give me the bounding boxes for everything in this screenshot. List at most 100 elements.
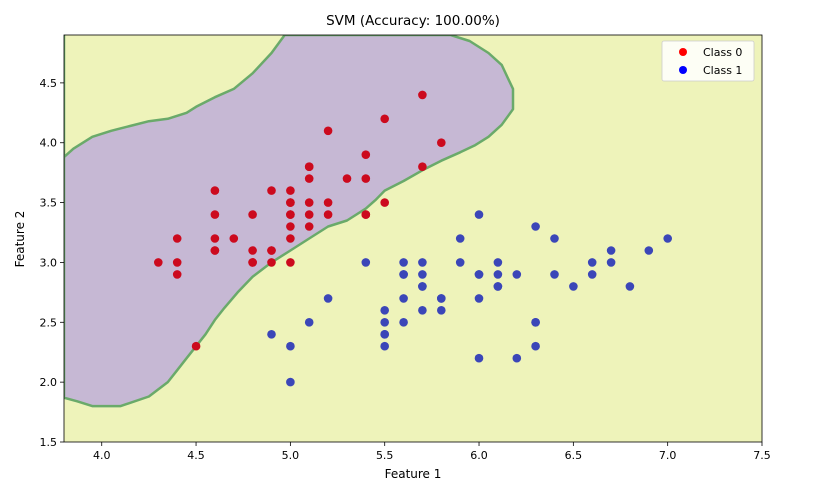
point-class-1: [493, 258, 503, 267]
x-tick-label: 6.5: [565, 449, 583, 462]
point-class-1: [267, 330, 276, 339]
point-class-1: [399, 258, 408, 267]
point-class-1: [587, 270, 597, 279]
point-class-1: [474, 270, 484, 279]
point-class-0: [304, 222, 314, 231]
point-class-0: [304, 162, 314, 171]
chart-title: SVM (Accuracy: 100.00%): [326, 13, 500, 29]
legend-marker-class-0: [679, 48, 687, 56]
point-class-0: [380, 114, 390, 124]
point-class-0: [418, 162, 427, 171]
point-class-0: [286, 258, 295, 267]
x-tick-label: 5.5: [376, 449, 394, 462]
point-class-1: [455, 258, 465, 267]
point-class-1: [531, 318, 540, 327]
point-class-1: [418, 282, 427, 291]
legend: Class 0 Class 1: [661, 40, 755, 82]
point-class-0: [361, 174, 371, 183]
point-class-0: [418, 90, 427, 100]
point-class-1: [663, 234, 672, 243]
point-class-1: [455, 234, 465, 243]
y-axis-ticks: 1.5 2.0 2.5 3.0 3.5 4.0 4.5: [40, 77, 64, 449]
x-axis-ticks: 4.0 4.5 5.0 5.5 6.0 6.5 7.0 7.5: [93, 442, 771, 462]
point-class-0: [210, 246, 220, 255]
point-class-0: [342, 174, 352, 183]
point-class-1: [399, 294, 408, 303]
point-class-1: [512, 270, 522, 279]
point-class-1: [380, 318, 390, 327]
point-class-1: [286, 377, 295, 387]
point-class-0: [323, 210, 333, 219]
point-class-0: [229, 234, 239, 243]
x-tick-label: 7.0: [659, 449, 677, 462]
point-class-1: [418, 258, 427, 267]
point-class-1: [550, 234, 559, 243]
point-class-1: [493, 270, 503, 279]
point-class-0: [286, 210, 295, 219]
point-class-1: [644, 246, 654, 255]
x-axis-label: Feature 1: [385, 467, 442, 481]
plot-frame: [63, 34, 763, 443]
point-class-0: [286, 186, 295, 195]
point-class-1: [304, 318, 314, 327]
point-class-1: [587, 258, 597, 267]
point-class-1: [399, 270, 408, 279]
point-class-0: [304, 210, 314, 219]
point-class-1: [531, 222, 540, 231]
point-class-1: [474, 210, 484, 219]
point-class-1: [286, 341, 295, 351]
x-tick-label: 4.0: [93, 449, 111, 462]
point-class-0: [286, 198, 295, 207]
point-class-0: [210, 234, 220, 243]
legend-label-class-1: Class 1: [703, 64, 742, 77]
point-class-0: [304, 174, 314, 183]
point-class-0: [172, 258, 182, 267]
point-class-0: [323, 126, 333, 136]
x-tick-label: 4.5: [187, 449, 205, 462]
point-class-1: [380, 341, 390, 351]
y-tick-label: 3.0: [40, 256, 58, 269]
point-class-0: [210, 210, 220, 219]
y-tick-label: 1.5: [40, 436, 58, 449]
point-class-0: [380, 198, 390, 207]
point-class-0: [267, 246, 276, 255]
x-tick-label: 6.0: [470, 449, 488, 462]
point-class-0: [267, 186, 276, 195]
x-tick-label: 7.5: [753, 449, 771, 462]
x-tick-label: 5.0: [282, 449, 300, 462]
legend-label-class-0: Class 0: [703, 46, 742, 59]
point-class-0: [437, 138, 446, 147]
point-class-1: [418, 306, 427, 315]
point-class-0: [361, 150, 371, 159]
y-tick-label: 3.5: [40, 197, 58, 210]
point-class-1: [437, 306, 446, 315]
point-class-0: [248, 258, 257, 267]
point-class-1: [550, 270, 559, 279]
point-class-0: [248, 246, 257, 255]
point-class-0: [172, 234, 182, 243]
point-class-1: [418, 270, 427, 279]
y-axis-label: Feature 2: [13, 211, 27, 268]
point-class-1: [323, 294, 333, 303]
point-class-1: [625, 282, 635, 291]
point-class-1: [569, 282, 578, 291]
point-class-1: [531, 341, 540, 351]
point-class-1: [380, 306, 390, 315]
point-class-1: [493, 282, 503, 291]
point-class-0: [172, 270, 182, 279]
y-tick-label: 2.5: [40, 316, 58, 329]
point-class-0: [286, 222, 295, 231]
point-class-1: [380, 330, 390, 339]
point-class-0: [191, 341, 201, 351]
point-class-1: [606, 246, 616, 255]
data-points: [154, 90, 672, 387]
point-class-1: [437, 294, 446, 303]
y-tick-label: 4.5: [40, 77, 58, 90]
point-class-0: [361, 210, 371, 219]
point-class-0: [267, 258, 276, 267]
point-class-0: [323, 198, 333, 207]
y-tick-label: 4.0: [40, 137, 58, 150]
point-class-1: [474, 294, 484, 303]
point-class-0: [286, 234, 295, 243]
